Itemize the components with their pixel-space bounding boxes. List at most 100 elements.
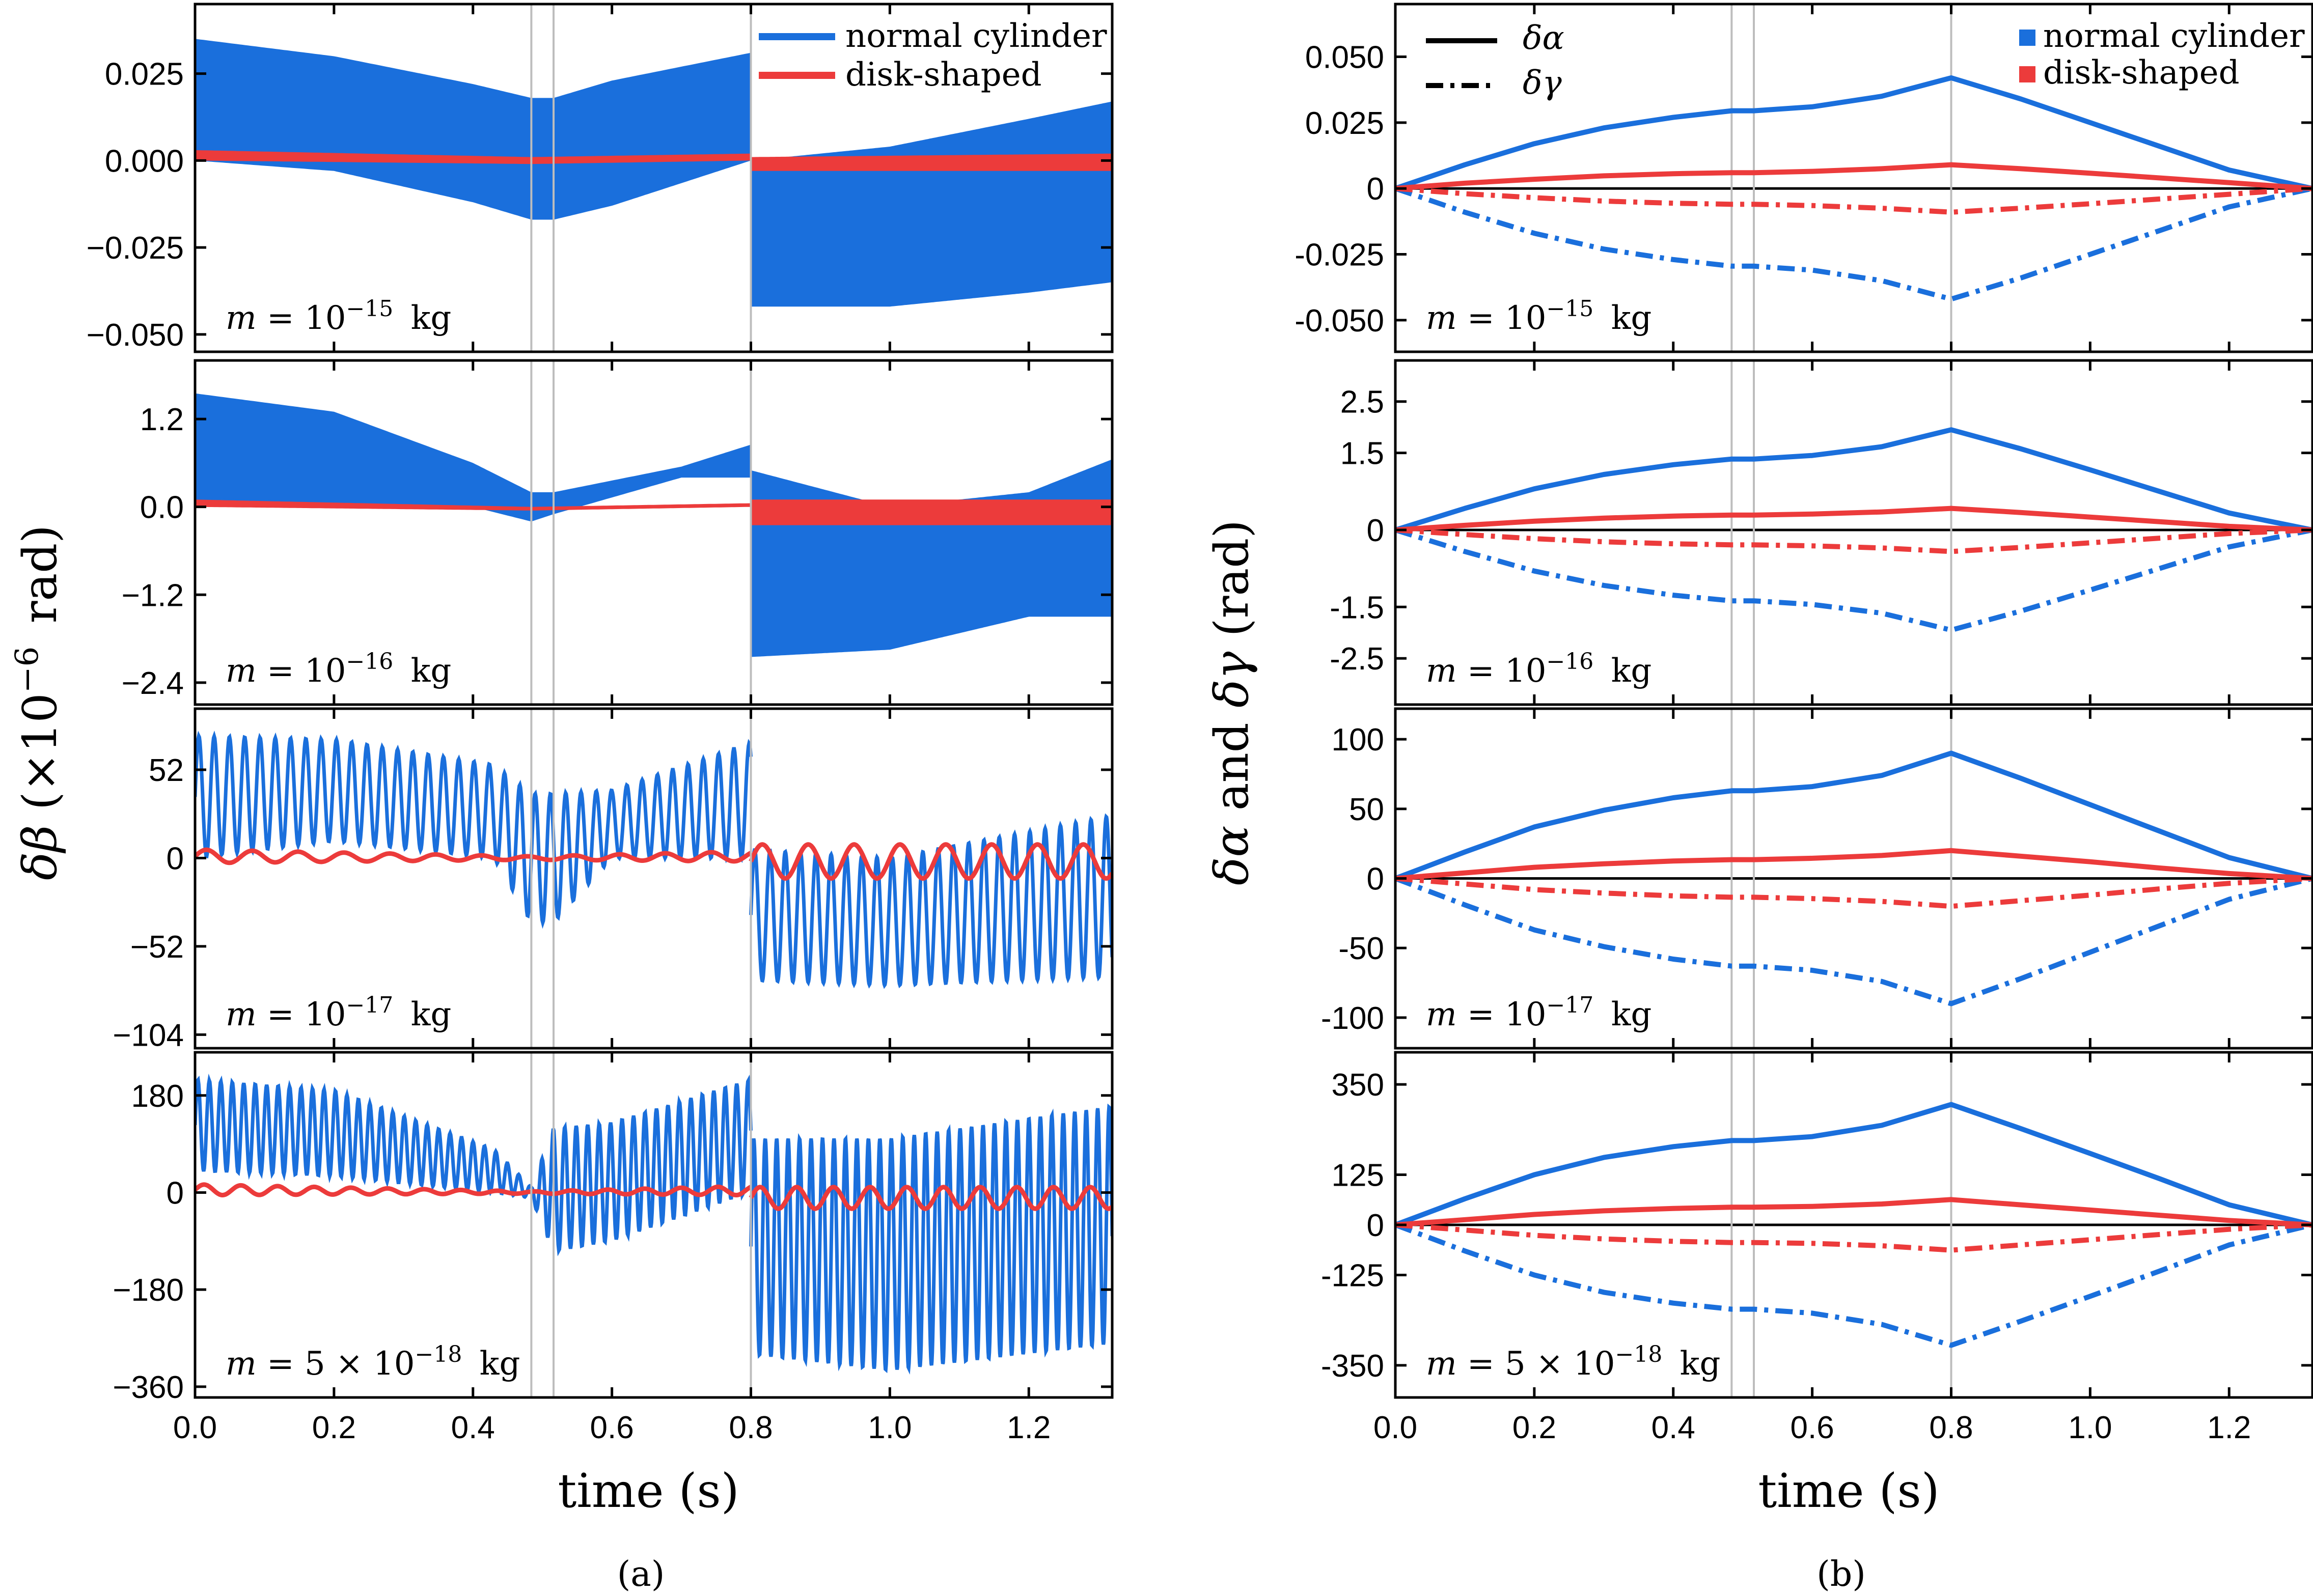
x-tick-label: 0.8 — [1929, 1410, 1973, 1445]
x-tick-label: 0.0 — [1373, 1410, 1417, 1445]
normal-cylinder-band — [195, 393, 751, 522]
disk-shaped-oscillation — [749, 842, 1112, 881]
y-tick-label: 0.000 — [105, 144, 184, 179]
plot-area — [1395, 1052, 2312, 1397]
y-tick-label: −360 — [113, 1370, 184, 1405]
normal-cylinder-band — [751, 101, 1112, 307]
disk-shaped-oscillation — [195, 847, 752, 865]
alpha-disk-line — [1395, 506, 2312, 533]
axes-frame — [194, 3, 1114, 353]
y-tick-label: 1.2 — [140, 402, 184, 437]
plot-area — [195, 360, 1112, 705]
axes-frame — [194, 707, 1114, 1050]
alpha-disk-line — [1395, 1197, 2312, 1227]
mass-label: m = 10−16 kg — [1426, 649, 1651, 690]
mass-label: m = 10−16 kg — [226, 649, 451, 690]
normal-cylinder-oscillation — [195, 730, 753, 929]
y-axis-label-a: δβ (×10−6 rad) — [8, 525, 68, 880]
y-tick-label: −0.050 — [87, 318, 184, 353]
x-tick-label: 0.0 — [173, 1410, 217, 1445]
legend-marker-disk-shaped — [2019, 66, 2035, 82]
gamma-disk-line — [1395, 527, 2312, 554]
gamma-normal-line — [1395, 876, 2312, 1006]
normal-cylinder-oscillation — [749, 813, 1112, 989]
y-tick-label: 0.0 — [140, 490, 184, 525]
y-tick-label: −180 — [113, 1273, 184, 1308]
y-tick-label: -0.050 — [1295, 303, 1384, 339]
y-tick-label: -350 — [1321, 1349, 1384, 1384]
y-tick-label: -100 — [1321, 1001, 1384, 1036]
y-tick-label: -50 — [1338, 931, 1384, 966]
y-tick-label: 350 — [1332, 1068, 1384, 1103]
x-tick-label: 0.4 — [451, 1410, 495, 1445]
axes-frame — [1394, 359, 2313, 706]
y-tick-label: −104 — [113, 1018, 184, 1053]
legend-label-gamma: δγ — [1523, 64, 1562, 102]
mass-label: m = 5 × 10−18 kg — [226, 1341, 520, 1383]
plot-area — [195, 709, 1112, 1048]
y-tick-label: −1.2 — [122, 578, 184, 613]
y-tick-label: 0.025 — [1305, 106, 1384, 141]
legend-label-disk-shaped: disk-shaped — [845, 56, 1042, 94]
axes-frame — [194, 359, 1114, 706]
y-tick-label: -2.5 — [1330, 641, 1384, 677]
mass-label: m = 10−15 kg — [1426, 296, 1651, 338]
alpha-normal-line — [1395, 750, 2312, 881]
y-tick-label: 0 — [167, 1175, 184, 1211]
disk-shaped-oscillation — [195, 1182, 752, 1197]
x-tick-label: 1.2 — [2207, 1410, 2251, 1445]
disk-shaped-band — [195, 499, 751, 511]
subplot-a-4: 180 0 −180 −360 m = 5 × 10−18 kg — [113, 1051, 1114, 1405]
subplot-b-2: 2.5 1.5 0 -1.5 -2.5 m = 10−16 kg — [1330, 359, 2313, 706]
gamma-normal-line — [1395, 186, 2312, 302]
subplot-b-3: 100 50 0 -50 -100 m = 10−17 kg — [1321, 707, 2313, 1050]
panel-caption: (b) — [1816, 1554, 1866, 1594]
mass-label: m = 5 × 10−18 kg — [1426, 1341, 1720, 1383]
x-tick-label: 0.8 — [729, 1410, 773, 1445]
normal-cylinder-oscillation — [195, 1073, 753, 1256]
gamma-disk-line — [1395, 1222, 2312, 1253]
legend-marker-normal-cylinder — [2019, 30, 2035, 46]
x-tick-label: 0.2 — [312, 1410, 356, 1445]
gamma-disk-line — [1395, 876, 2312, 909]
subplot-b-4: 350 125 0 -125 -350 m = 5 × 10−18 kg — [1321, 1051, 2313, 1399]
y-tick-label: 50 — [1349, 792, 1384, 827]
axes-frame — [194, 1051, 1114, 1399]
normal-cylinder-oscillation — [749, 1103, 1112, 1375]
alpha-normal-line — [1395, 75, 2312, 191]
mass-label: m = 10−15 kg — [226, 296, 451, 338]
gamma-normal-line — [1395, 527, 2312, 633]
y-tick-label: 0.050 — [1305, 40, 1384, 75]
y-tick-label: 0 — [1367, 1208, 1384, 1243]
x-axis-label: time (s) — [1758, 1464, 1939, 1518]
legend-label-disk-shaped: disk-shaped — [2043, 54, 2240, 92]
mass-label: m = 10−17 kg — [226, 992, 451, 1034]
alpha-disk-line — [1395, 162, 2312, 191]
y-tick-label: 0 — [1367, 513, 1384, 548]
plot-area — [1395, 709, 2312, 1048]
y-tick-label: 0.025 — [105, 57, 184, 92]
disk-shaped-band — [751, 153, 1112, 171]
plot-area — [195, 1052, 1112, 1397]
legend-label-normal-cylinder: normal cylinder — [845, 17, 1107, 55]
plot-area — [1395, 360, 2312, 705]
y-tick-label: 2.5 — [1340, 385, 1384, 420]
x-tick-label: 1.2 — [1007, 1410, 1051, 1445]
legend-b-lines: δα δγ — [1426, 19, 1564, 102]
plot-area — [195, 4, 1112, 352]
x-tick-label: 1.0 — [2068, 1410, 2112, 1445]
subplot-a-1: 0.025 0.000 −0.025 −0.050 m = 10−15 kg — [87, 3, 1114, 353]
mass-label: m = 10−17 kg — [1426, 992, 1651, 1034]
y-tick-label: 0 — [167, 841, 184, 876]
disk-shaped-band — [751, 499, 1112, 525]
y-tick-label: -125 — [1321, 1258, 1384, 1294]
y-tick-label: 52 — [149, 753, 184, 788]
x-tick-label: 0.6 — [1791, 1410, 1834, 1445]
y-axis-label-b: δα and δγ (rad) — [1204, 520, 1259, 885]
subplot-a-3: 52 0 −52 −104 m = 10−17 kg — [113, 707, 1114, 1053]
